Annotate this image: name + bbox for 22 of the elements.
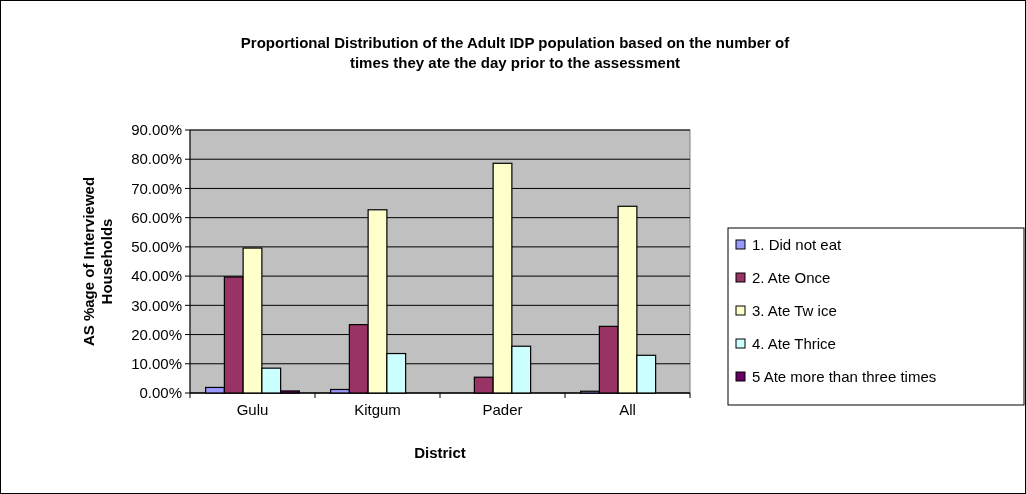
chart-title: Proportional Distribution of the Adult IDP population based on the number of times they ate the day prior to the assessment (240, 34, 791, 71)
y-tick-label: 90.00% (131, 121, 182, 139)
y-tick-label: 80.00% (131, 150, 182, 168)
x-axis-title: District (414, 444, 466, 461)
y-tick-label: 10.00% (131, 355, 182, 373)
x-tick-label: Pader (482, 401, 523, 418)
y-tick-label: 50.00% (131, 238, 182, 256)
y-tick-label: 60.00% (131, 208, 182, 226)
legend-label: 3. Ate Tw ice (752, 302, 837, 320)
y-tick-label: 20.00% (131, 325, 182, 343)
x-tick-label: Kitgum (354, 401, 401, 418)
y-tick-label: 70.00% (131, 179, 182, 197)
legend-label: 4. Ate Thrice (752, 335, 836, 353)
legend-label: 2. Ate Once (752, 269, 831, 287)
legend-label: 5 Ate more than three times (752, 368, 937, 386)
y-tick-label: 30.00% (131, 296, 182, 314)
x-tick-label: Gulu (236, 401, 269, 418)
x-tick-label: All (619, 401, 636, 418)
y-tick-label: 40.00% (131, 267, 182, 285)
legend-label: 1. Did not eat (752, 236, 843, 254)
y-tick-label: 0.00% (139, 384, 182, 402)
y-axis-title: AS %age of Interviewed Households (80, 176, 115, 347)
